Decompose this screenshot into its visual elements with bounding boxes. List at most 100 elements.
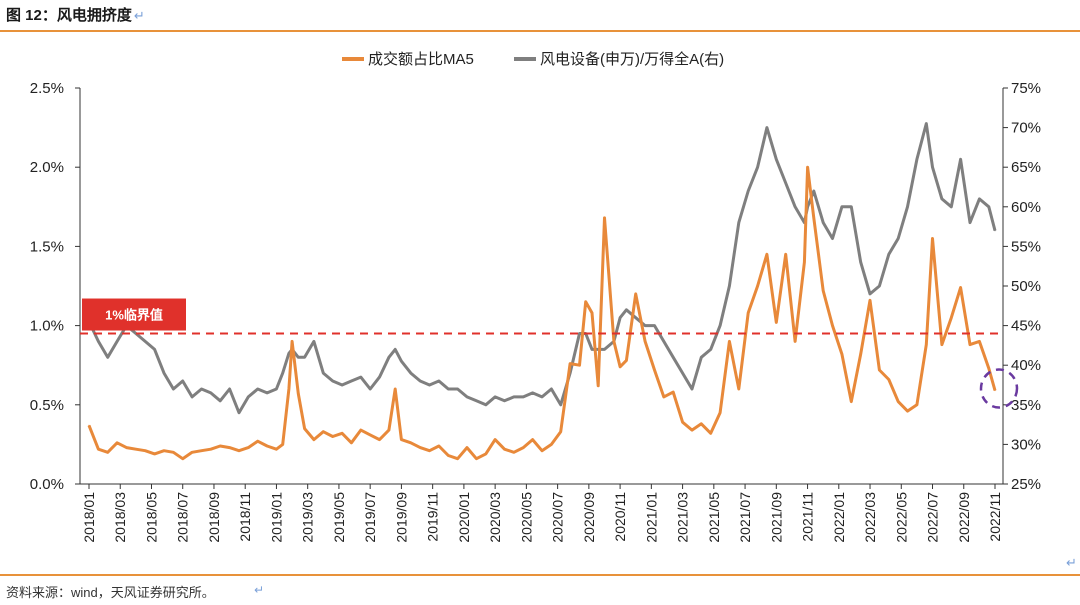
point-ratio — [988, 206, 990, 208]
x-tick-label: 2022/01 — [831, 492, 847, 543]
point-turnover — [757, 285, 759, 287]
point-turnover — [931, 237, 934, 240]
point-ratio — [860, 261, 862, 263]
annotations: 1%临界值 — [80, 298, 1019, 409]
point-ratio — [210, 392, 212, 394]
point-turnover — [597, 385, 599, 387]
point-ratio — [304, 356, 306, 358]
source-text: 资料来源：wind，天风证券研究所。 — [6, 585, 215, 600]
x-tick-label: 2018/11 — [237, 492, 253, 542]
point-ratio — [503, 400, 506, 402]
point-ratio — [350, 380, 352, 382]
bottom-rule — [0, 574, 1080, 576]
point-ratio — [266, 392, 268, 394]
highlight-circle — [979, 368, 1019, 409]
point-turnover — [229, 447, 231, 449]
point-turnover — [941, 344, 943, 346]
point-turnover — [378, 439, 381, 441]
point-turnover — [988, 367, 990, 369]
point-ratio — [950, 206, 952, 208]
point-ratio — [485, 404, 487, 406]
x-tick-label: 2022/09 — [956, 492, 972, 543]
point-turnover — [728, 340, 731, 342]
point-turnover — [766, 253, 768, 255]
right-tick-label: 30% — [1011, 436, 1041, 453]
point-turnover — [428, 450, 431, 452]
axes: 0.0% 0.5% 1.0% 1.5% 2.0% 2.5% 25% 30% 35% 40% 45% 5… — [30, 80, 1041, 543]
point-ratio — [447, 388, 449, 390]
point-ratio — [522, 396, 524, 398]
point-turnover — [247, 447, 249, 449]
point-turnover — [747, 312, 749, 314]
point-turnover — [897, 401, 899, 403]
point-ratio — [691, 388, 693, 390]
point-ratio — [710, 348, 712, 350]
point-ratio — [591, 348, 593, 350]
right-tick-label: 45% — [1011, 318, 1041, 335]
point-turnover — [585, 301, 587, 303]
point-ratio — [400, 360, 402, 362]
point-turnover — [550, 443, 553, 445]
point-ratio — [163, 372, 165, 374]
right-tick-label: 40% — [1011, 357, 1041, 374]
point-ratio — [457, 388, 459, 390]
x-tick-label: 2018/07 — [175, 492, 191, 543]
point-turnover — [888, 378, 890, 381]
point-turnover — [691, 429, 693, 431]
x-tick-label: 2019/03 — [300, 492, 316, 543]
point-ratio — [766, 127, 768, 129]
point-turnover — [288, 388, 290, 390]
point-ratio — [822, 222, 824, 224]
point-ratio — [238, 412, 240, 414]
point-ratio — [663, 340, 665, 342]
point-ratio — [550, 388, 553, 390]
point-ratio — [182, 380, 184, 382]
point-turnover — [341, 432, 343, 434]
point-ratio — [738, 222, 740, 224]
point-ratio — [428, 384, 431, 386]
point-ratio — [700, 356, 702, 358]
point-ratio — [625, 309, 628, 311]
x-tick-label: 2020/09 — [581, 492, 597, 543]
point-turnover — [978, 340, 981, 342]
x-tick-label: 2019/01 — [268, 492, 284, 543]
right-tick-label: 70% — [1011, 120, 1041, 137]
point-ratio — [653, 325, 656, 327]
x-tick-label: 2018/09 — [206, 492, 222, 543]
point-turnover — [831, 325, 834, 327]
point-turnover — [794, 340, 796, 342]
point-ratio — [247, 396, 249, 398]
point-turnover — [560, 431, 562, 433]
point-turnover — [322, 431, 324, 433]
legend-label-ratio: 风电设备(申万)/万得全A(右) — [540, 50, 724, 68]
point-ratio — [831, 237, 834, 240]
point-turnover — [144, 450, 146, 452]
point-ratio — [794, 206, 796, 208]
figure-title: 图 12：风电拥挤度 ↵ — [6, 4, 145, 25]
point-turnover — [822, 290, 824, 292]
point-turnover — [513, 451, 515, 453]
point-ratio — [841, 206, 843, 208]
point-turnover — [107, 451, 109, 453]
point-turnover — [613, 340, 615, 342]
point-ratio — [369, 388, 371, 390]
point-turnover — [238, 450, 240, 452]
point-turnover — [672, 391, 674, 393]
point-ratio — [322, 372, 324, 374]
point-ratio — [172, 388, 174, 390]
point-ratio — [229, 388, 231, 390]
x-tick-label: 2019/09 — [393, 492, 409, 543]
point-turnover — [97, 448, 99, 450]
point-ratio — [313, 340, 315, 342]
point-ratio — [869, 293, 871, 295]
point-ratio — [282, 372, 284, 374]
point-ratio — [931, 166, 934, 168]
point-ratio — [635, 317, 637, 319]
point-turnover — [916, 404, 918, 406]
x-tick-label: 2022/05 — [893, 492, 909, 543]
point-ratio — [747, 190, 749, 192]
point-ratio — [916, 158, 918, 160]
point-turnover — [906, 410, 909, 412]
point-turnover — [960, 287, 962, 289]
point-turnover — [369, 434, 371, 436]
